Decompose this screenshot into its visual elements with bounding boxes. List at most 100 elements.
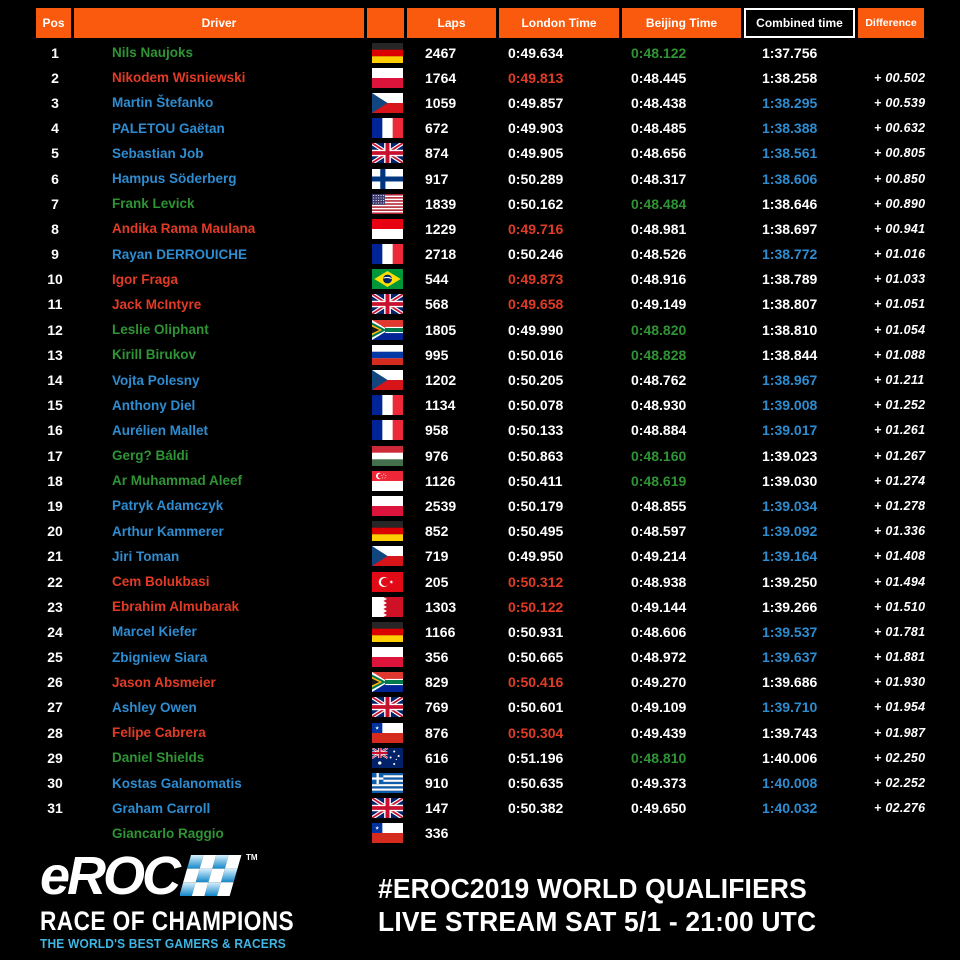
laps-value: 769: [425, 699, 449, 716]
beijing-time-value: 0:48.597: [631, 523, 687, 540]
difference-value: + 01.088: [874, 347, 926, 362]
header-pos: Pos: [36, 8, 74, 38]
combined-time-value: 1:40.008: [762, 775, 818, 792]
pl-flag: [367, 67, 407, 88]
position-value: 14: [47, 372, 63, 389]
driver-name: Jason Absmeier: [112, 674, 216, 690]
gb-flag: [367, 143, 407, 164]
difference-value: + 02.250: [874, 750, 926, 765]
london-time-value: 0:50.601: [508, 699, 564, 716]
laps-value: 976: [425, 447, 449, 464]
trademark-label: TM: [246, 853, 258, 862]
driver-name: Marcel Kiefer: [112, 624, 197, 640]
driver-name: Patryk Adamczyk: [112, 498, 224, 514]
london-time-value: 0:50.416: [508, 674, 564, 691]
header-london-time: London Time: [499, 8, 622, 38]
london-time-value: 0:49.903: [508, 120, 564, 137]
combined-time-value: 1:38.810: [762, 321, 818, 338]
table-row: 9 Rayan DERROUICHE 2718 0:50.246 0:48.52…: [36, 242, 926, 267]
fr-flag: [367, 244, 407, 265]
za-flag: [367, 319, 407, 340]
position-value: 20: [47, 523, 63, 540]
combined-time-value: 1:39.008: [762, 397, 818, 414]
london-time-value: 0:50.665: [508, 649, 564, 666]
beijing-time-value: 0:48.981: [631, 220, 687, 237]
logo-tagline: THE WORLD'S BEST GAMERS & RACERS: [40, 936, 286, 951]
de-flag: [367, 521, 407, 542]
london-time-value: 0:50.289: [508, 170, 564, 187]
combined-time-value: 1:38.388: [762, 120, 818, 137]
driver-name: Vojta Polesny: [112, 372, 200, 388]
laps-value: 958: [425, 422, 449, 439]
driver-name: Igor Fraga: [112, 271, 179, 287]
beijing-time-value: 0:48.606: [631, 623, 687, 640]
position-value: 6: [51, 170, 59, 187]
table-row: 24 Marcel Kiefer 1166 0:50.931 0:48.606 …: [36, 619, 925, 644]
table-row: 2 Nikodem Wisniewski 1764 0:49.813 0:48.…: [36, 65, 925, 90]
driver-name: Martin Štefanko: [112, 95, 214, 111]
combined-time-value: 1:39.637: [762, 649, 818, 666]
driver-name: Anthony Diel: [112, 397, 196, 413]
london-time-value: 0:49.990: [508, 321, 564, 338]
beijing-time-value: 0:48.855: [631, 497, 687, 514]
difference-value: + 01.278: [874, 498, 926, 513]
eroc-logo: eROC TM RACE OF CHAMPIONS THE W: [40, 846, 343, 951]
position-value: 3: [51, 94, 59, 111]
beijing-time-value: 0:48.656: [631, 145, 687, 162]
london-time-value: 0:49.634: [508, 44, 564, 61]
table-row: 12 Leslie Oliphant 1805 0:49.990 0:48.82…: [36, 317, 925, 342]
promo-line-2: LIVE STREAM SAT 5/1 - 21:00 UTC: [378, 906, 817, 937]
table-row: 1 Nils Naujoks 2467 0:49.634 0:48.122 1:…: [36, 40, 924, 65]
difference-value: + 01.252: [874, 398, 926, 413]
beijing-time-value: 0:49.109: [631, 699, 687, 716]
table-row: 26 Jason Absmeier 829 0:50.416 0:49.270 …: [36, 670, 925, 695]
pl-flag: [367, 495, 407, 516]
difference-value: + 00.539: [874, 95, 926, 110]
beijing-time-value: 0:49.144: [631, 598, 687, 615]
beijing-time-value: 0:48.438: [631, 94, 687, 111]
london-time-value: 0:49.905: [508, 145, 564, 162]
beijing-time-value: 0:48.810: [631, 749, 687, 766]
beijing-time-value: 0:48.317: [631, 170, 687, 187]
position-value: 16: [47, 422, 63, 439]
table-row: 8 Andika Rama Maulana 1229 0:49.716 0:48…: [36, 216, 925, 241]
id-flag: [367, 218, 407, 239]
driver-name: Ashley Owen: [112, 699, 197, 715]
laps-value: 672: [425, 120, 449, 137]
table-row: 18 Ar Muhammad Aleef 1126 0:50.411 0:48.…: [36, 468, 925, 493]
combined-time-value: 1:39.164: [762, 548, 818, 565]
fr-flag: [367, 118, 407, 139]
header-difference: Difference: [858, 8, 924, 38]
driver-name: Cem Bolukbasi: [112, 574, 210, 590]
position-value: 31: [47, 800, 63, 817]
beijing-time-value: 0:48.484: [631, 195, 687, 212]
eroc-wordmark: eROC: [40, 846, 181, 906]
combined-time-value: 1:38.807: [762, 296, 818, 313]
laps-value: 1202: [425, 372, 457, 389]
laps-value: 719: [425, 548, 449, 565]
laps-value: 2539: [425, 497, 457, 514]
driver-name: Arthur Kammerer: [112, 523, 224, 539]
fr-flag: [367, 420, 407, 441]
combined-time-value: 1:39.710: [762, 699, 818, 716]
beijing-time-value: 0:48.619: [631, 472, 687, 489]
driver-name: Nikodem Wisniewski: [112, 70, 246, 86]
beijing-time-value: 0:49.373: [631, 775, 687, 792]
difference-value: + 01.016: [874, 247, 926, 262]
laps-value: 1303: [425, 598, 457, 615]
cz-flag: [367, 92, 407, 113]
au-flag: [367, 747, 407, 768]
difference-value: + 01.954: [874, 700, 926, 715]
combined-time-value: 1:39.034: [762, 497, 818, 514]
de-flag: [367, 621, 407, 642]
position-value: 25: [47, 649, 63, 666]
difference-value: + 01.267: [874, 448, 926, 463]
beijing-time-value: 0:49.270: [631, 674, 687, 691]
london-time-value: 0:50.382: [508, 800, 564, 817]
difference-value: + 01.510: [874, 599, 926, 614]
table-row: 16 Aurélien Mallet 958 0:50.133 0:48.884…: [36, 418, 925, 443]
position-value: 26: [47, 674, 63, 691]
laps-value: 336: [425, 825, 449, 842]
position-value: 10: [47, 271, 63, 288]
